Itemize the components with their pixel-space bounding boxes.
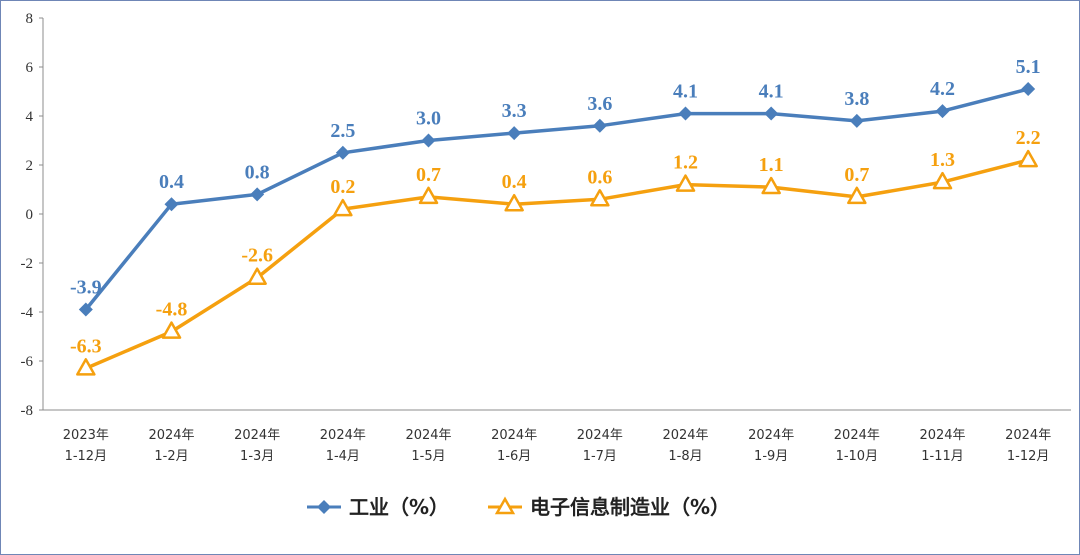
x-tick-label: 2024年 1-3月 bbox=[234, 428, 280, 464]
series-line-0 bbox=[84, 87, 1029, 311]
data-label: -4.8 bbox=[156, 299, 188, 321]
triangle-marker bbox=[675, 174, 696, 192]
diamond-marker bbox=[935, 104, 950, 119]
y-tick-label: -4 bbox=[21, 305, 34, 321]
data-label: 1.3 bbox=[930, 149, 955, 171]
data-label: 1.1 bbox=[759, 154, 784, 176]
data-label: 4.1 bbox=[759, 81, 784, 103]
data-label: 0.7 bbox=[416, 164, 441, 186]
data-labels: -3.9 0.4 0.8 2.5 3.0 3.3 3.6 4.1 4.1 3.8 4.2 5.1 -6.… bbox=[70, 56, 1041, 357]
series-line-1 bbox=[85, 158, 1029, 371]
data-label: 0.4 bbox=[159, 171, 184, 193]
legend-label-industry: 工业（%） bbox=[349, 495, 449, 519]
data-label: 4.1 bbox=[673, 81, 698, 103]
data-label: 2.2 bbox=[1016, 127, 1041, 149]
axes bbox=[42, 18, 1071, 411]
data-label: 0.4 bbox=[502, 171, 527, 193]
data-label: -3.9 bbox=[70, 277, 102, 299]
data-label: 0.6 bbox=[587, 166, 612, 188]
triangle-marker bbox=[1018, 149, 1038, 168]
x-tick-label: 2024年 1-8月 bbox=[662, 428, 708, 464]
diamond-marker bbox=[335, 145, 350, 160]
diamond-marker bbox=[592, 118, 607, 133]
triangle-marker bbox=[504, 193, 524, 212]
y-tick-label: -2 bbox=[21, 256, 34, 272]
x-tick-label: 2024年 1-5月 bbox=[405, 428, 451, 464]
x-tick-label: 2024年 1-9月 bbox=[748, 428, 794, 464]
x-tick-label: 2024年 1-2月 bbox=[148, 428, 194, 464]
y-tick-label: 2 bbox=[26, 158, 34, 174]
diamond-marker bbox=[1021, 82, 1036, 97]
x-tick-label: 2024年 1-6月 bbox=[491, 428, 537, 464]
data-label: 0.2 bbox=[330, 176, 355, 198]
triangle-marker bbox=[590, 189, 610, 207]
diamond-marker bbox=[764, 106, 779, 121]
data-label: -6.3 bbox=[70, 335, 102, 357]
data-label: 3.0 bbox=[416, 108, 441, 130]
triangle-marker bbox=[161, 321, 182, 339]
triangle-marker bbox=[932, 171, 953, 190]
triangle-marker bbox=[247, 267, 267, 285]
data-label: 3.3 bbox=[502, 100, 527, 122]
y-tick-label: 4 bbox=[26, 109, 34, 125]
diamond-marker bbox=[678, 106, 693, 121]
legend-item-electronics: 电子信息制造业（%） bbox=[488, 495, 730, 519]
data-label: 0.8 bbox=[245, 161, 270, 183]
data-label: 4.2 bbox=[930, 78, 955, 100]
data-label: 5.1 bbox=[1016, 56, 1041, 78]
data-label: 2.5 bbox=[330, 120, 355, 142]
legend: 工业（%） 电子信息制造业（%） bbox=[307, 495, 730, 519]
y-tick-label: 0 bbox=[26, 207, 34, 223]
x-tick-label: 2024年 1-11月 bbox=[919, 428, 965, 464]
diamond-marker bbox=[507, 126, 522, 141]
y-tick-label: -6 bbox=[21, 354, 34, 370]
y-tick-label: 6 bbox=[26, 60, 34, 76]
data-label: 3.8 bbox=[844, 88, 869, 110]
x-tick-label: 2024年 1-7月 bbox=[577, 428, 623, 464]
data-label: 3.6 bbox=[587, 93, 612, 115]
triangle-marker bbox=[847, 186, 867, 205]
legend-marker-diamond-icon bbox=[317, 500, 331, 514]
y-axis-ticks: 8 6 4 2 0 -2 -4 -6 -8 bbox=[21, 11, 43, 419]
x-tick-label: 2024年 1-10月 bbox=[834, 428, 880, 464]
triangle-marker bbox=[418, 186, 439, 205]
triangle-marker bbox=[761, 176, 781, 195]
diamond-marker bbox=[250, 187, 265, 202]
data-label: 1.2 bbox=[673, 152, 698, 174]
data-label: 0.7 bbox=[844, 164, 869, 186]
diamond-marker bbox=[164, 197, 179, 212]
legend-label-electronics: 电子信息制造业（%） bbox=[530, 495, 730, 519]
diamond-marker bbox=[421, 133, 436, 148]
diamond-marker bbox=[849, 113, 864, 128]
y-tick-label: -8 bbox=[21, 403, 34, 419]
x-tick-label: 2023年 1-12月 bbox=[63, 428, 109, 464]
y-tick-label: 8 bbox=[26, 11, 34, 27]
x-tick-label: 2024年 1-12月 bbox=[1005, 428, 1051, 464]
x-axis-ticks: 2023年 1-12月 2024年 1-2月 2024年 1-3月 2024年 1-4月 202… bbox=[63, 428, 1051, 464]
legend-item-industry: 工业（%） bbox=[307, 495, 449, 519]
data-label: -2.6 bbox=[241, 245, 273, 267]
triangle-marker bbox=[76, 358, 96, 376]
series-group bbox=[76, 82, 1038, 376]
diamond-marker bbox=[78, 302, 93, 317]
legend-marker-triangle-icon bbox=[494, 496, 516, 515]
triangle-marker bbox=[333, 198, 353, 217]
x-tick-label: 2024年 1-4月 bbox=[320, 428, 366, 464]
